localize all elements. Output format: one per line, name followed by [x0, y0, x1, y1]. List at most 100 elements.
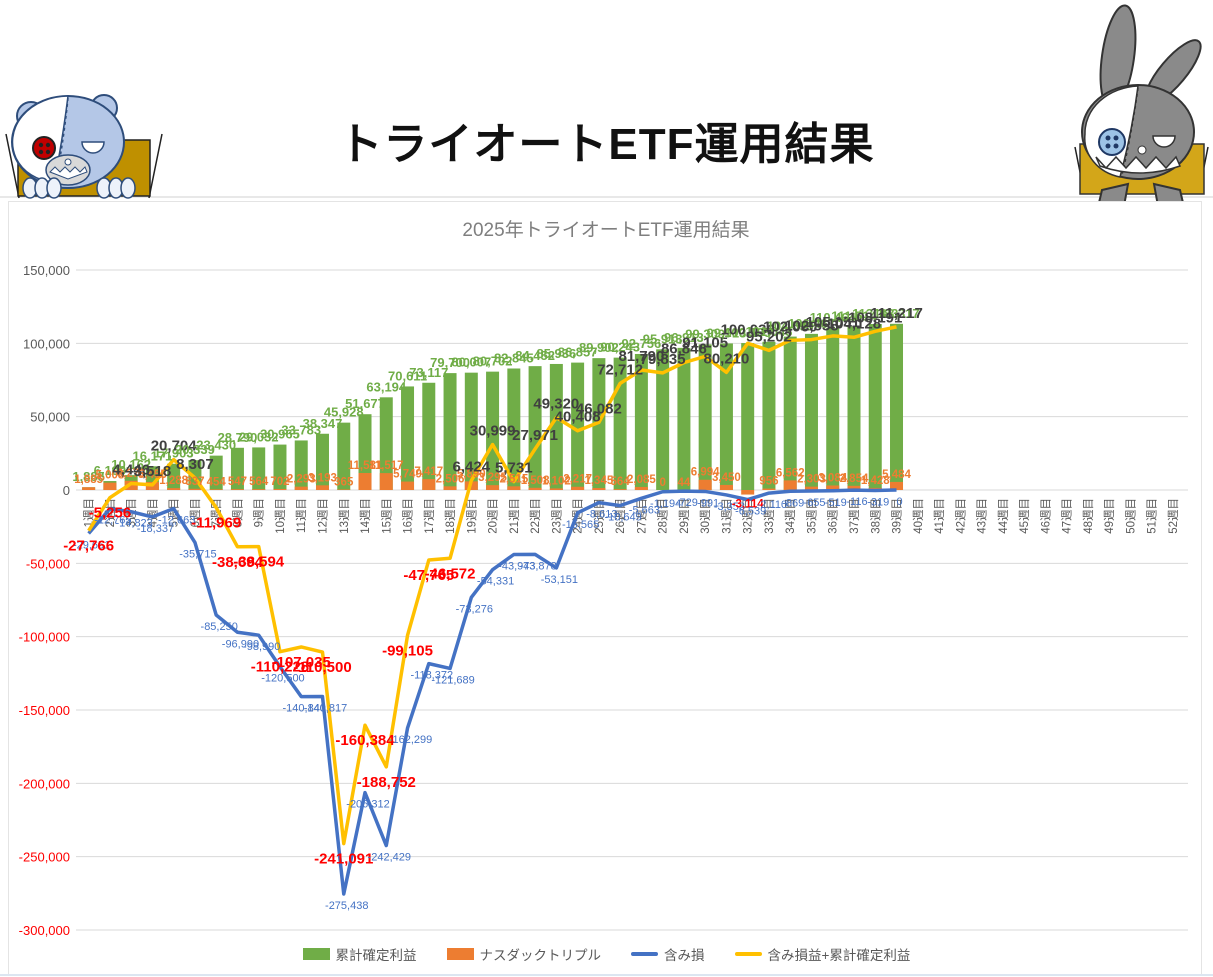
svg-text:27,971: 27,971 — [512, 427, 558, 444]
svg-text:95,202: 95,202 — [746, 328, 792, 345]
svg-text:49,320: 49,320 — [533, 396, 579, 413]
svg-text:7,417: 7,417 — [414, 466, 443, 478]
svg-text:-655: -655 — [803, 497, 825, 509]
rabbit-button-eye — [1098, 128, 1126, 156]
svg-text:90,243: 90,243 — [600, 340, 640, 355]
yellow-line-swatch-icon — [734, 952, 762, 956]
svg-text:4,446: 4,446 — [112, 461, 150, 478]
svg-text:-519: -519 — [825, 497, 847, 509]
footer-divider — [0, 974, 1213, 976]
svg-text:-120,500: -120,500 — [261, 673, 304, 685]
svg-text:564: 564 — [249, 476, 269, 488]
svg-text:-200,000: -200,000 — [19, 776, 70, 791]
svg-text:81,790: 81,790 — [618, 348, 664, 365]
svg-text:-110,228: -110,228 — [251, 659, 309, 676]
svg-text:3,084: 3,084 — [818, 472, 847, 484]
svg-text:-43,878: -43,878 — [519, 560, 556, 572]
svg-text:19週目: 19週目 — [465, 498, 478, 534]
svg-text:6,109: 6,109 — [94, 463, 127, 478]
svg-text:-241,091: -241,091 — [314, 851, 373, 868]
svg-text:32週目: 32週目 — [742, 498, 755, 534]
svg-text:52週目: 52週目 — [1167, 498, 1180, 534]
svg-text:39週目: 39週目 — [891, 498, 904, 534]
svg-text:72,712: 72,712 — [597, 361, 643, 378]
svg-text:41週目: 41週目 — [933, 498, 946, 534]
svg-text:46週目: 46週目 — [1039, 498, 1052, 534]
svg-text:20週目: 20週目 — [487, 498, 500, 534]
svg-text:1,885: 1,885 — [74, 474, 103, 486]
svg-text:-2,110: -2,110 — [757, 499, 787, 511]
svg-text:-53,151: -53,151 — [541, 574, 578, 586]
svg-text:33,783: 33,783 — [281, 422, 321, 437]
svg-text:-160,384: -160,384 — [335, 732, 395, 749]
x-axis-labels: 1週目 2週目 3週目 4週目 5週目 6週目 7週目 8週目 9週目 10週目 11週目 12週目 1… — [83, 498, 1180, 534]
svg-text:50,000: 50,000 — [30, 410, 70, 425]
svg-text:2,293: 2,293 — [287, 474, 316, 486]
svg-text:108,191: 108,191 — [848, 309, 902, 326]
svg-text:-38,694: -38,694 — [212, 554, 264, 571]
svg-text:50週目: 50週目 — [1124, 498, 1137, 534]
bear-mascot-image — [5, 94, 163, 199]
svg-text:33週目: 33週目 — [763, 498, 776, 534]
svg-text:63,194: 63,194 — [366, 379, 407, 394]
svg-text:11,581: 11,581 — [348, 460, 383, 472]
svg-text:547: 547 — [228, 476, 247, 488]
svg-text:837: 837 — [185, 476, 204, 488]
svg-text:38週目: 38週目 — [869, 498, 882, 534]
svg-text:49週目: 49週目 — [1103, 498, 1116, 534]
orange-bar-swatch-icon — [446, 948, 474, 960]
svg-text:28,790: 28,790 — [218, 430, 258, 445]
svg-text:-110,500: -110,500 — [293, 659, 351, 676]
svg-text:79,835: 79,835 — [640, 351, 686, 368]
svg-text:18週目: 18週目 — [444, 498, 457, 534]
svg-text:3,518: 3,518 — [134, 463, 172, 480]
svg-text:48週目: 48週目 — [1082, 498, 1095, 534]
svg-text:34週目: 34週目 — [784, 498, 797, 534]
svg-text:-38,594: -38,594 — [233, 554, 285, 571]
svg-text:1,345: 1,345 — [584, 475, 613, 487]
svg-text:1,508: 1,508 — [521, 475, 550, 487]
svg-text:-319: -319 — [867, 496, 889, 508]
svg-text:-14,823: -14,823 — [115, 518, 152, 530]
svg-text:17週目: 17週目 — [423, 498, 436, 534]
svg-text:564: 564 — [611, 476, 631, 488]
svg-text:44: 44 — [678, 477, 691, 489]
svg-text:21週目: 21週目 — [508, 498, 521, 534]
svg-text:111,217: 111,217 — [870, 305, 923, 322]
svg-text:2,085: 2,085 — [627, 474, 656, 486]
svg-text:15週目: 15週目 — [380, 498, 393, 534]
svg-text:102,060: 102,060 — [763, 318, 817, 335]
header-divider — [0, 196, 1213, 198]
svg-text:80,702: 80,702 — [473, 354, 513, 369]
svg-text:30,965: 30,965 — [260, 427, 300, 442]
svg-text:102,558: 102,558 — [784, 318, 838, 335]
svg-text:84,452: 84,452 — [515, 348, 555, 363]
data-labels: 1,8851,885-29,651-27,7666,1095,008-12,76… — [63, 305, 923, 912]
svg-text:100,000: 100,000 — [23, 336, 70, 351]
svg-text:-140,817: -140,817 — [304, 703, 347, 715]
svg-text:2,303: 2,303 — [797, 474, 826, 486]
svg-text:6,424: 6,424 — [453, 459, 491, 476]
svg-text:-107,035: -107,035 — [272, 654, 331, 671]
svg-text:30週目: 30週目 — [699, 498, 712, 534]
chart-title: 2025年トライオートETF運用結果 — [462, 219, 749, 241]
svg-text:-12,663: -12,663 — [158, 515, 195, 527]
svg-text:6,273: 6,273 — [117, 468, 146, 480]
svg-text:12週目: 12週目 — [316, 498, 329, 534]
svg-text:1,102: 1,102 — [542, 475, 571, 487]
svg-text:37週目: 37週目 — [848, 498, 861, 534]
svg-text:1,885: 1,885 — [72, 469, 105, 484]
svg-text:51週目: 51週目 — [1146, 498, 1159, 534]
svg-text:-43,973: -43,973 — [498, 560, 535, 572]
svg-text:-6,539: -6,539 — [735, 506, 766, 518]
svg-text:8週目: 8週目 — [231, 498, 244, 527]
bear-paws — [22, 177, 136, 199]
legend-label: 累計確定利益 — [335, 948, 417, 963]
svg-text:-8,613: -8,613 — [586, 509, 617, 521]
svg-text:-15,565: -15,565 — [562, 519, 599, 531]
svg-text:14週目: 14週目 — [359, 498, 372, 534]
blue-line-swatch-icon — [631, 952, 659, 956]
svg-text:-10,649: -10,649 — [604, 512, 641, 524]
legend-item-unrealized-loss: 含み損 — [631, 944, 705, 964]
